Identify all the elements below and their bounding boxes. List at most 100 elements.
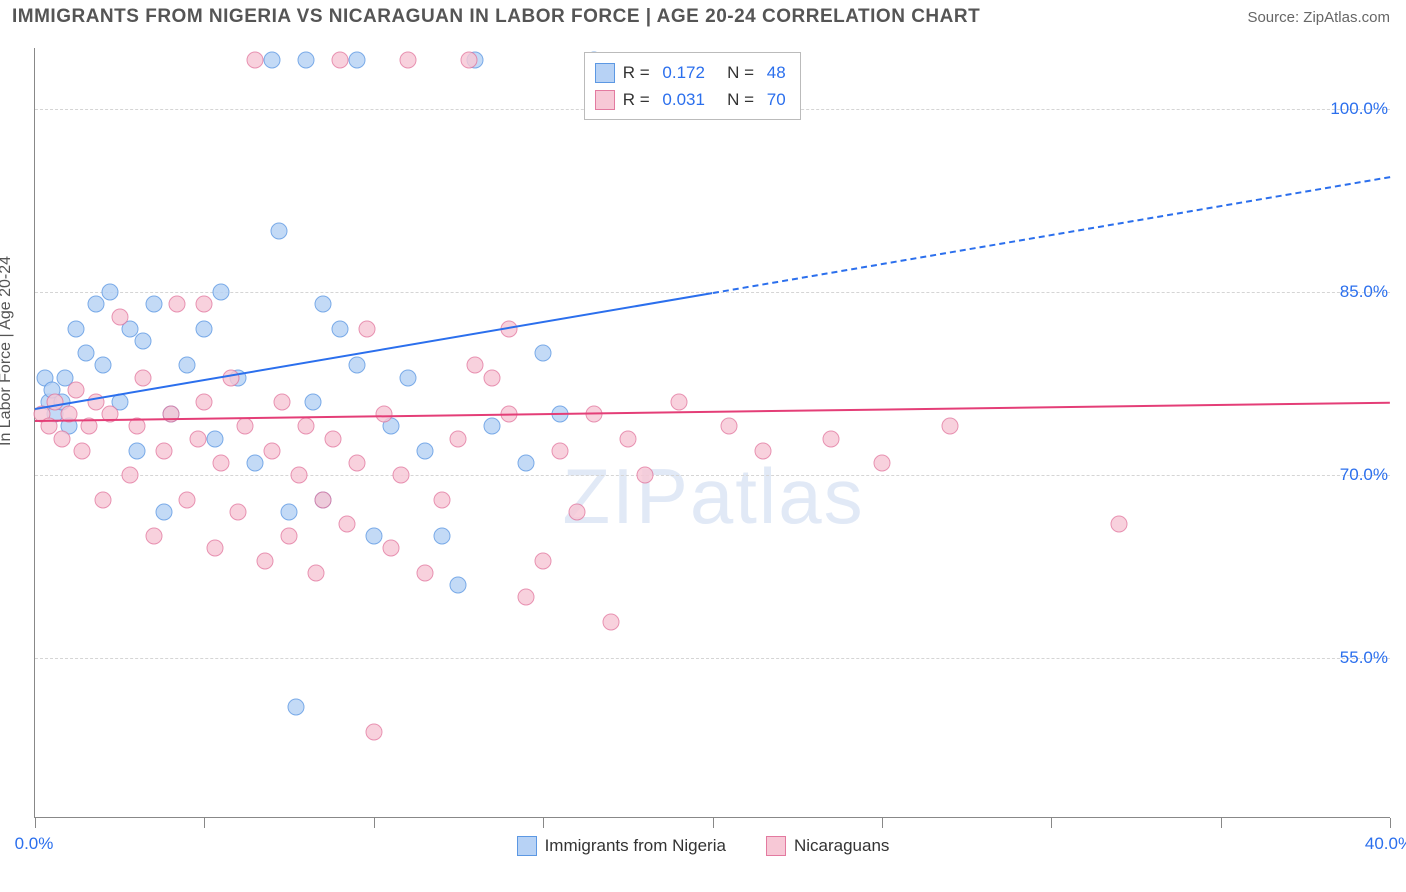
- stat-n-value: 48: [767, 59, 786, 86]
- data-point: [230, 503, 247, 520]
- data-point: [433, 528, 450, 545]
- data-point: [74, 442, 91, 459]
- data-point: [392, 467, 409, 484]
- x-tick: [204, 818, 205, 828]
- data-point: [823, 430, 840, 447]
- data-point: [196, 393, 213, 410]
- watermark: ZIPatlas: [563, 451, 865, 542]
- data-point: [77, 345, 94, 362]
- trend-line: [712, 176, 1390, 294]
- data-point: [135, 369, 152, 386]
- data-point: [1111, 516, 1128, 533]
- legend-swatch: [766, 836, 786, 856]
- legend-label: Immigrants from Nigeria: [545, 836, 726, 856]
- data-point: [281, 503, 298, 520]
- data-point: [325, 430, 342, 447]
- data-point: [179, 491, 196, 508]
- data-point: [87, 296, 104, 313]
- data-point: [67, 320, 84, 337]
- stats-legend: R = 0.172 N = 48 R = 0.031 N = 70: [584, 52, 801, 120]
- x-tick: [1221, 818, 1222, 828]
- data-point: [941, 418, 958, 435]
- stat-n-label: N =: [713, 86, 759, 113]
- data-point: [348, 455, 365, 472]
- data-point: [121, 467, 138, 484]
- y-tick-label: 100.0%: [1330, 99, 1388, 119]
- data-point: [399, 52, 416, 69]
- x-tick-label: 0.0%: [15, 834, 54, 854]
- data-point: [358, 320, 375, 337]
- data-point: [196, 320, 213, 337]
- data-point: [135, 332, 152, 349]
- legend-swatch: [595, 63, 615, 83]
- data-point: [416, 442, 433, 459]
- data-point: [291, 467, 308, 484]
- data-point: [569, 503, 586, 520]
- data-point: [270, 223, 287, 240]
- legend-label: Nicaraguans: [794, 836, 889, 856]
- stat-r-label: R =: [623, 86, 655, 113]
- data-point: [382, 540, 399, 557]
- data-point: [338, 516, 355, 533]
- data-point: [484, 369, 501, 386]
- data-point: [721, 418, 738, 435]
- data-point: [274, 393, 291, 410]
- data-point: [375, 406, 392, 423]
- data-point: [518, 455, 535, 472]
- data-point: [450, 430, 467, 447]
- data-point: [365, 528, 382, 545]
- data-point: [145, 296, 162, 313]
- data-point: [54, 430, 71, 447]
- data-point: [433, 491, 450, 508]
- data-point: [399, 369, 416, 386]
- data-point: [304, 393, 321, 410]
- data-point: [101, 284, 118, 301]
- data-point: [189, 430, 206, 447]
- data-point: [467, 357, 484, 374]
- stat-r-value: 0.031: [662, 86, 705, 113]
- y-tick-label: 85.0%: [1340, 282, 1388, 302]
- y-tick-label: 55.0%: [1340, 648, 1388, 668]
- bottom-legend-item: Immigrants from Nigeria: [517, 836, 726, 856]
- data-point: [331, 52, 348, 69]
- data-point: [314, 491, 331, 508]
- stat-n-value: 70: [767, 86, 786, 113]
- gridline: [35, 658, 1390, 659]
- data-point: [308, 564, 325, 581]
- data-point: [145, 528, 162, 545]
- data-point: [670, 393, 687, 410]
- stat-r-label: R =: [623, 59, 655, 86]
- y-tick-label: 70.0%: [1340, 465, 1388, 485]
- data-point: [460, 52, 477, 69]
- stat-n-label: N =: [713, 59, 759, 86]
- data-point: [94, 357, 111, 374]
- data-point: [450, 577, 467, 594]
- x-tick: [374, 818, 375, 828]
- data-point: [237, 418, 254, 435]
- data-point: [518, 589, 535, 606]
- data-point: [348, 357, 365, 374]
- trend-line: [35, 292, 713, 410]
- data-point: [247, 52, 264, 69]
- x-tick: [713, 818, 714, 828]
- data-point: [755, 442, 772, 459]
- bottom-legend-item: Nicaraguans: [766, 836, 889, 856]
- data-point: [484, 418, 501, 435]
- gridline: [35, 475, 1390, 476]
- data-point: [331, 320, 348, 337]
- data-point: [247, 455, 264, 472]
- data-point: [314, 296, 331, 313]
- chart-source: Source: ZipAtlas.com: [1247, 9, 1390, 26]
- x-tick-label: 40.0%: [1365, 834, 1406, 854]
- trend-line: [35, 402, 1390, 422]
- data-point: [365, 723, 382, 740]
- stat-r-value: 0.172: [662, 59, 705, 86]
- chart-header: IMMIGRANTS FROM NIGERIA VS NICARAGUAN IN…: [0, 0, 1406, 34]
- chart-title: IMMIGRANTS FROM NIGERIA VS NICARAGUAN IN…: [12, 6, 980, 28]
- x-tick: [1390, 818, 1391, 828]
- data-point: [169, 296, 186, 313]
- data-point: [287, 699, 304, 716]
- legend-swatch: [595, 90, 615, 110]
- scatter-chart: ZIPatlas R = 0.172 N = 48 R = 0.031 N = 7…: [34, 48, 1390, 818]
- data-point: [155, 503, 172, 520]
